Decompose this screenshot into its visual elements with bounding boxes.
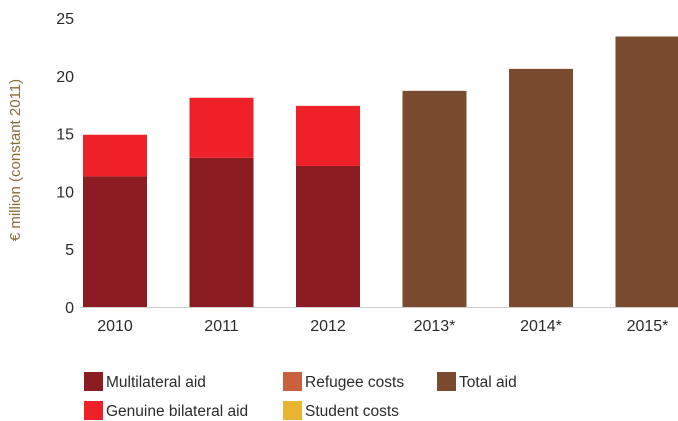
y-tick-label: 10 (56, 184, 74, 201)
legend: Multilateral aid Refugee costs Total aid Ge… (84, 372, 517, 420)
x-tick-label: 2013* (414, 318, 456, 335)
bar-genuine-bilateral-aid (189, 97, 254, 158)
x-tick-label: 2015* (627, 318, 669, 335)
bars (83, 36, 678, 307)
y-axis-ticks: 0 5 10 15 20 25 (56, 11, 74, 317)
x-tick-label: 2011 (204, 318, 239, 335)
bar-multilateral-aid (83, 176, 147, 307)
legend-swatch (84, 401, 103, 420)
bar-total-aid (615, 36, 678, 307)
bar-genuine-bilateral-aid (83, 134, 147, 177)
legend-swatch (437, 372, 456, 391)
bar-genuine-bilateral-aid (296, 105, 360, 166)
y-tick-label: 15 (56, 127, 74, 144)
x-tick-label: 2014* (520, 318, 562, 335)
y-tick-label: 25 (56, 11, 74, 28)
legend-swatch (84, 372, 103, 391)
bar-multilateral-aid (189, 157, 254, 307)
x-axis-ticks: 2010 2011 2012 2013* 2014* 2015* (97, 318, 668, 335)
legend-swatch (283, 372, 302, 391)
legend-label: Student costs (305, 403, 399, 420)
y-tick-label: 20 (56, 69, 74, 86)
legend-swatch (283, 401, 302, 420)
y-tick-label: 0 (65, 300, 74, 317)
bar-multilateral-aid (296, 165, 360, 307)
bar-total-aid (509, 68, 573, 307)
bar-total-aid (402, 90, 467, 307)
y-axis-label: € million (constant 2011) (7, 79, 24, 241)
legend-label: Refugee costs (305, 374, 404, 391)
legend-label: Total aid (459, 374, 517, 391)
x-tick-label: 2010 (97, 318, 133, 335)
legend-label: Multilateral aid (106, 374, 206, 391)
x-tick-label: 2012 (310, 318, 346, 335)
y-tick-label: 5 (65, 242, 74, 259)
legend-label: Genuine bilateral aid (106, 403, 248, 420)
